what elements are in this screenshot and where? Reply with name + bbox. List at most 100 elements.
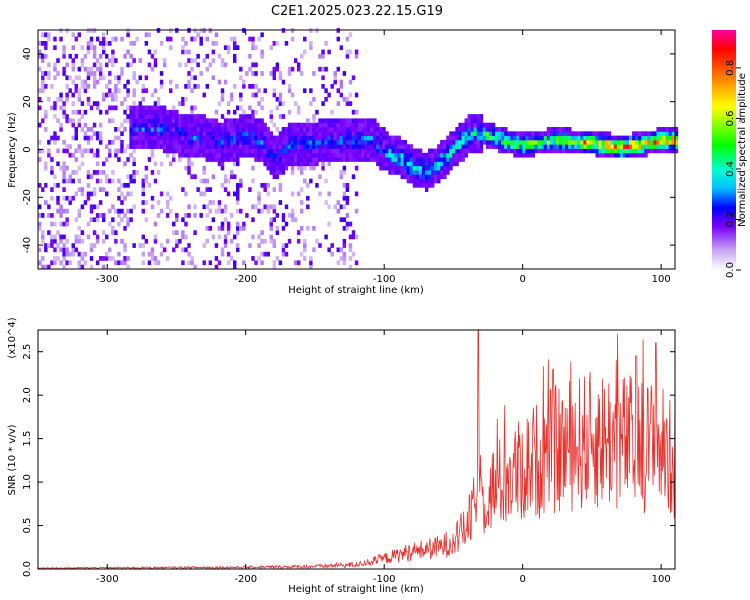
spectrogram-cell [409, 152, 414, 158]
spectrogram-cell [254, 260, 258, 266]
spectrogram-cell [68, 152, 72, 158]
spectrogram-cell [175, 131, 179, 137]
spectrogram-cell [427, 157, 432, 162]
spectrogram-cell [488, 127, 493, 132]
spectrogram-cell [260, 152, 264, 158]
spectrogram-cell [345, 139, 350, 145]
spectrogram-cell [342, 238, 347, 244]
spectrogram-cell [272, 217, 277, 223]
spectrogram-cell [184, 49, 188, 55]
spectrogram-cell [333, 127, 337, 132]
spectrogram-cell [269, 238, 273, 244]
spectrogram-cell [449, 148, 453, 154]
spectrogram-cell [674, 139, 679, 145]
spectrogram-cell [653, 135, 657, 141]
spectrogram-cell [208, 139, 213, 145]
spectrogram-cell [190, 36, 194, 42]
spectrogram-cell [312, 71, 316, 76]
spectrogram-cell [196, 32, 200, 38]
spectrogram-cell [159, 161, 164, 167]
spectrogram-cell [56, 230, 60, 235]
spectrogram-cell [327, 152, 331, 158]
spectrogram-cell [202, 114, 206, 119]
spectrogram-cell [461, 152, 465, 158]
spectrogram-cell [348, 139, 353, 145]
spectrogram-cell [86, 49, 91, 55]
spectrogram-cell [312, 157, 316, 162]
snr-y-tick-label: 0.5 [22, 518, 33, 534]
spectrogram-cell [117, 208, 121, 214]
spectrogram-cell [537, 131, 542, 137]
spectrogram-cell [120, 238, 124, 244]
spectrogram-cell [53, 135, 57, 141]
spectrogram-cell [245, 131, 249, 137]
spectrogram-cell [92, 243, 97, 248]
spectrogram-cell [339, 148, 344, 154]
spectrogram-cell [278, 131, 283, 137]
spectrogram-cell [41, 213, 45, 218]
spectrogram-cell [345, 148, 350, 154]
spectrogram-cell [199, 127, 203, 132]
spectrogram-cell [229, 256, 234, 261]
spectrogram-cell [519, 139, 523, 145]
spectrogram-cell [552, 139, 557, 145]
spectrogram-cell [479, 135, 484, 141]
spectrogram-cell [101, 217, 106, 223]
spectrogram-cell [71, 32, 75, 38]
spectrogram-cell [555, 135, 560, 141]
spectrogram-cell [632, 148, 636, 154]
spectrogram-cell [77, 75, 82, 81]
spectrogram-cell [379, 161, 383, 167]
spectrogram-cell [199, 191, 203, 197]
spectrogram-cell [300, 251, 304, 257]
spectrogram-cell [309, 161, 313, 167]
spectrogram-cell [89, 127, 94, 132]
spectrogram-cell [175, 217, 179, 223]
spectrogram-cell [248, 53, 252, 59]
spectrogram-cell [208, 135, 213, 141]
spectrogram-cell [232, 148, 237, 154]
spectrogram-cell [56, 118, 60, 124]
spectrogram-cell [47, 36, 51, 42]
spectrogram-cell [59, 247, 63, 253]
spectrogram-cell [446, 144, 450, 149]
spectrogram-cell [424, 170, 429, 175]
spectrogram-cell [296, 157, 301, 162]
spectrogram-cell [220, 58, 225, 63]
spectrogram-cell [339, 152, 344, 158]
spectrogram-cell [126, 221, 130, 227]
spectrogram-cell [278, 75, 283, 81]
spectrogram-cell [147, 49, 152, 55]
spectrogram-cell [446, 170, 450, 175]
spectrogram-cell [357, 139, 362, 145]
spectrogram-cell [583, 148, 587, 154]
spectrogram-cell [397, 165, 401, 171]
spectrogram-cell [598, 144, 603, 149]
spectrogram-cell [205, 152, 210, 158]
spectrogram-cell [217, 152, 222, 158]
spectrogram-cell [309, 178, 313, 184]
spectrogram-cell [202, 191, 206, 197]
spectrogram-cell [604, 148, 609, 154]
spectrogram-cell [214, 256, 219, 261]
spectrogram-cell [44, 32, 48, 38]
spectrogram-cell [629, 144, 633, 149]
spectrogram-cell [144, 200, 149, 205]
spectrogram-cell [373, 139, 377, 145]
spectrogram-cell [187, 79, 191, 85]
spectrogram-cell [257, 191, 261, 197]
spectrogram-cell [427, 161, 432, 167]
spectrogram-cell [187, 170, 191, 175]
spectrogram-cell [622, 148, 627, 154]
spectrogram-cell [153, 139, 158, 145]
spectrogram-cell [318, 157, 322, 162]
spectrogram-cell [476, 135, 481, 141]
spectrogram-cell [202, 139, 206, 145]
spectrogram-cell [342, 256, 347, 261]
spectrogram-cell [114, 88, 118, 94]
spectrogram-cell [644, 135, 648, 141]
spectrogram-cell [53, 182, 57, 188]
spectrogram-cell [162, 139, 167, 145]
spectrogram-cell [376, 148, 380, 154]
spectrogram-cell [321, 135, 325, 141]
